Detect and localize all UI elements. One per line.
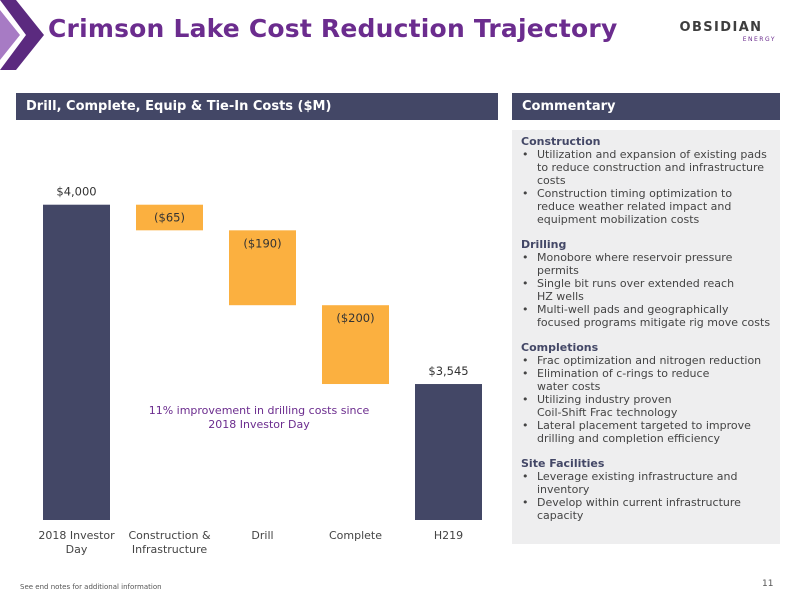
chart-annotation: 2018 Investor Day xyxy=(208,418,310,431)
x-tick-label: H219 xyxy=(434,529,463,542)
commentary-bullet-line: Construction timing optimization to xyxy=(537,187,733,200)
bar-data-label: ($65) xyxy=(154,211,185,225)
x-tick-label: Complete xyxy=(329,529,382,542)
commentary-bullet-line: Lateral placement targeted to improve xyxy=(537,419,751,432)
commentary-bullet-list: Utilization and expansion of existing pa… xyxy=(521,148,772,226)
bar-data-label: ($190) xyxy=(243,236,281,250)
commentary-bullet-line: Frac optimization and nitrogen reduction xyxy=(537,354,762,367)
commentary-section-title: Construction xyxy=(521,135,601,148)
x-tick-label: Day xyxy=(66,543,88,556)
commentary-section-title: Completions xyxy=(521,341,599,354)
commentary-bullet: Leverage existing infrastructure andinve… xyxy=(521,470,772,496)
commentary-bullet-line: focused programs mitigate rig move costs xyxy=(537,316,771,329)
commentary-bullet-line: water costs xyxy=(537,380,601,393)
commentary-bullet-line: Coil-Shift Frac technology xyxy=(537,406,678,419)
waterfall-bar xyxy=(43,204,110,520)
waterfall-bar xyxy=(415,384,482,520)
commentary-bullet-line: Single bit runs over extended reach xyxy=(537,277,735,290)
commentary-header: Commentary xyxy=(512,93,780,120)
commentary-bullet-line: HZ wells xyxy=(537,290,584,303)
commentary-section: Site FacilitiesLeverage existing infrast… xyxy=(521,457,772,522)
commentary-bullet-line: reduce weather related impact and xyxy=(537,200,732,213)
commentary-bullet-line: Utilization and expansion of existing pa… xyxy=(537,148,767,161)
commentary-section: DrillingMonobore where reservoir pressur… xyxy=(521,238,772,329)
commentary-bullet-line: to reduce construction and infrastructur… xyxy=(537,161,765,174)
footnote: See end notes for additional information xyxy=(20,583,162,591)
page-title: Crimson Lake Cost Reduction Trajectory xyxy=(48,14,618,43)
commentary-bullet: Construction timing optimization toreduc… xyxy=(521,187,772,226)
commentary-bullet-line: costs xyxy=(537,174,566,187)
waterfall-bar xyxy=(136,204,203,231)
chart-annotation: 11% improvement in drilling costs since xyxy=(149,404,370,417)
commentary-bullet-line: drilling and completion efficiency xyxy=(537,432,721,445)
logo-text: OBSIDIAN xyxy=(679,20,763,35)
commentary-bullet-line: Develop within current infrastructure xyxy=(537,496,741,509)
commentary-section-title: Site Facilities xyxy=(521,457,605,470)
logo-subtext: ENERGY xyxy=(742,36,776,43)
commentary-bullet-line: permits xyxy=(537,264,579,277)
commentary-section: ConstructionUtilization and expansion of… xyxy=(521,135,772,226)
bar-data-label: ($200) xyxy=(336,311,374,325)
commentary-bullet: Utilization and expansion of existing pa… xyxy=(521,148,772,187)
commentary-bullet-line: Monobore where reservoir pressure xyxy=(537,251,733,264)
chevron-arrow-icon xyxy=(0,0,44,70)
x-tick-label: 2018 Investor xyxy=(38,529,115,542)
commentary-bullet-line: equipment mobilization costs xyxy=(537,213,700,226)
x-tick-label: Infrastructure xyxy=(132,543,208,556)
waterfall-bar xyxy=(229,230,296,306)
company-logo: OBSIDIAN ENERGY xyxy=(662,20,780,43)
commentary-bullet-list: Leverage existing infrastructure andinve… xyxy=(521,470,772,522)
commentary-section-title: Drilling xyxy=(521,238,567,251)
page-number: 11 xyxy=(762,579,774,589)
x-tick-label: Construction & xyxy=(128,529,211,542)
commentary-section: CompletionsFrac optimization and nitroge… xyxy=(521,341,772,445)
x-tick-label: Drill xyxy=(251,529,273,542)
chart-panel-header: Drill, Complete, Equip & Tie-In Costs ($… xyxy=(16,93,498,120)
commentary-panel: ConstructionUtilization and expansion of… xyxy=(512,130,780,544)
commentary-bullet-line: Multi-well pads and geographically xyxy=(537,303,729,316)
commentary-bullet-line: Elimination of c-rings to reduce xyxy=(537,367,710,380)
commentary-bullet-list: Frac optimization and nitrogen reduction… xyxy=(521,354,772,445)
waterfall-bar xyxy=(322,305,389,385)
bar-data-label: $3,545 xyxy=(428,364,468,378)
commentary-bullet-line: Leverage existing infrastructure and xyxy=(537,470,738,483)
commentary-bullet-line: inventory xyxy=(537,483,590,496)
bar-data-label: $4,000 xyxy=(56,185,96,199)
commentary-bullet: Develop within current infrastructurecap… xyxy=(521,496,772,522)
commentary-bullet-line: Utilizing industry proven xyxy=(537,393,672,406)
commentary-bullet-list: Monobore where reservoir pressurepermits… xyxy=(521,251,772,329)
commentary-bullet: Frac optimization and nitrogen reduction xyxy=(521,354,772,367)
commentary-bullet: Multi-well pads and geographicallyfocuse… xyxy=(521,303,772,329)
commentary-bullet-line: capacity xyxy=(537,509,584,522)
commentary-bullet: Lateral placement targeted to improvedri… xyxy=(521,419,772,445)
